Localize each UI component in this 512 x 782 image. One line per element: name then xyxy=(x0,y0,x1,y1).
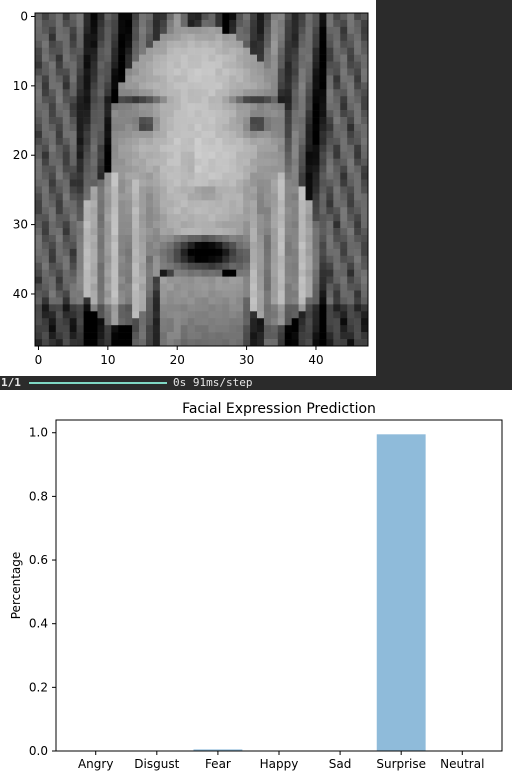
x-tick-label: Fear xyxy=(205,757,231,771)
y-tick-label: 0.4 xyxy=(29,617,48,631)
progress-output: 1/1 0s 91ms/step xyxy=(0,376,512,390)
x-tick-label: 10 xyxy=(100,353,115,367)
progress-time-label: 0s 91ms/step xyxy=(173,376,253,389)
progress-bar xyxy=(29,382,167,384)
x-tick-label: Surprise xyxy=(376,757,426,771)
plot-frame xyxy=(55,419,503,752)
y-tick-label: 20 xyxy=(13,148,28,162)
x-tick-label: Disgust xyxy=(134,757,179,771)
x-tick-label: 30 xyxy=(239,353,254,367)
y-tick-label: 0.2 xyxy=(29,680,48,694)
x-tick-label: Happy xyxy=(260,757,299,771)
face-image-svg: 0 10 20 30 40 0 10 20 30 40 xyxy=(13,9,369,367)
prediction-bar-chart: Facial Expression Prediction Percentage An… xyxy=(0,390,512,782)
prediction-bar-chart-svg: Facial Expression Prediction Percentage An… xyxy=(9,401,503,771)
face-image-plot: 0 10 20 30 40 0 10 20 30 40 xyxy=(0,0,376,376)
y-tick-label: 0.8 xyxy=(29,489,48,503)
y-axis-label: Percentage xyxy=(9,552,23,620)
face-image-frame xyxy=(34,12,369,347)
y-tick-label: 0.6 xyxy=(29,553,48,567)
y-tick-label: 1.0 xyxy=(29,426,48,440)
y-tick-label: 30 xyxy=(13,218,28,232)
x-tick-label: Neutral xyxy=(440,757,484,771)
progress-step-label: 1/1 xyxy=(1,376,21,389)
chart-title: Facial Expression Prediction xyxy=(182,401,376,417)
x-tick-label: 20 xyxy=(170,353,185,367)
x-tick-label: 40 xyxy=(308,353,323,367)
face-image-pixels xyxy=(35,13,369,347)
y-tick-label: 40 xyxy=(13,287,28,301)
bar-surprise xyxy=(376,434,426,751)
x-tick-label: 0 xyxy=(35,353,43,367)
x-tick-label: Sad xyxy=(329,757,352,771)
x-tick-label: Angry xyxy=(78,757,113,771)
y-tick-label: 0.0 xyxy=(29,744,48,758)
y-tick-label: 0 xyxy=(20,9,28,23)
y-tick-label: 10 xyxy=(13,79,28,93)
bar-fear xyxy=(193,749,243,751)
